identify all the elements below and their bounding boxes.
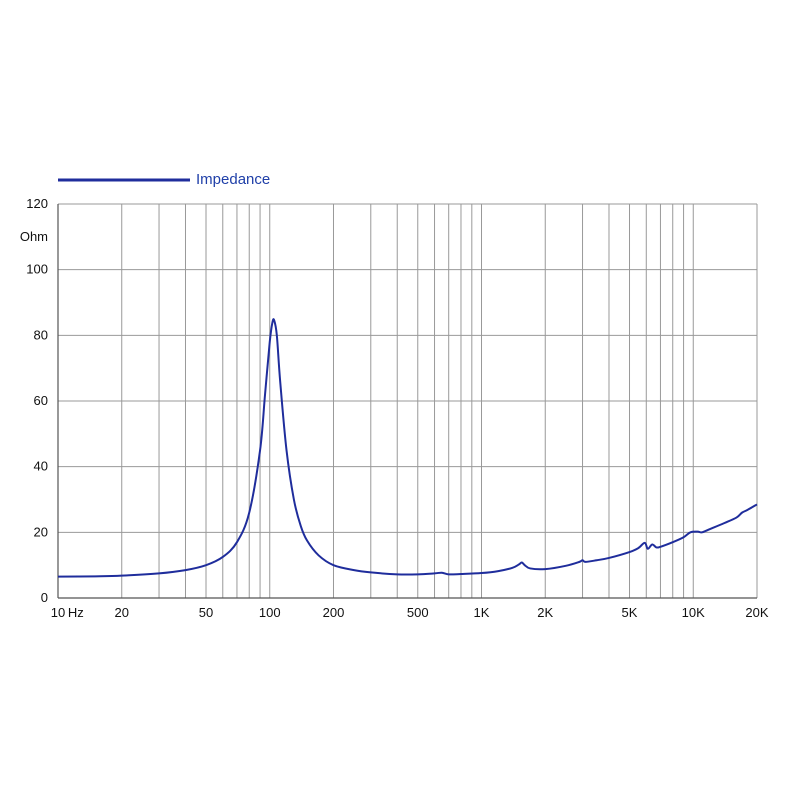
x-tick-label: 10K	[682, 605, 705, 620]
x-tick-label: 10	[51, 605, 65, 620]
legend: Impedance	[58, 171, 270, 188]
x-tick-label: 1K	[474, 605, 490, 620]
legend-label-impedance: Impedance	[196, 171, 270, 188]
y-tick-label: 0	[41, 590, 48, 605]
y-axis-unit-label: Ohm	[20, 229, 48, 244]
series-line-impedance	[57, 318, 758, 578]
y-tick-label: 80	[34, 327, 48, 342]
x-tick-label: 2K	[537, 605, 553, 620]
x-tick-label: 50	[199, 605, 213, 620]
x-axis-unit-label: Hz	[68, 605, 84, 620]
axes	[57, 204, 757, 599]
grid	[57, 203, 758, 599]
x-tick-label: 500	[407, 605, 429, 620]
y-tick-label: 20	[34, 524, 48, 539]
x-tick-label: 5K	[622, 605, 638, 620]
y-tick-label: 40	[34, 459, 48, 474]
y-tick-label: 100	[26, 262, 48, 277]
x-tick-label: 20	[115, 605, 129, 620]
y-tick-label: 120	[26, 196, 48, 211]
y-tick-label: 60	[34, 393, 48, 408]
series-layer	[57, 318, 758, 578]
tick-labels: 0 20 40 60 80 100 120 Ohm 10 20 50 100 200 500 1K 2K 5K 1…	[20, 196, 769, 620]
x-tick-label: 20K	[745, 605, 768, 620]
x-tick-label: 200	[323, 605, 345, 620]
x-tick-label: 100	[259, 605, 281, 620]
